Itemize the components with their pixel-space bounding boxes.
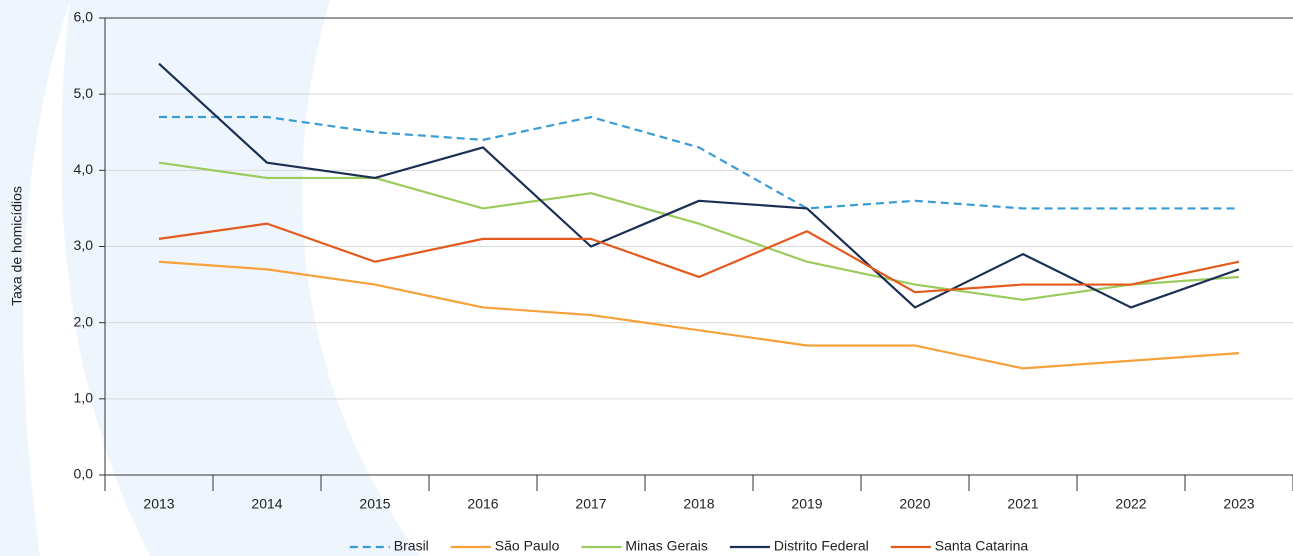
legend-label: São Paulo <box>495 538 560 554</box>
line-series <box>158 62 1240 309</box>
y-tick-label: 6,0 <box>74 9 94 25</box>
x-tick-label: 2016 <box>467 496 498 512</box>
x-tick-label: 2021 <box>1007 496 1038 512</box>
legend-label: Brasil <box>394 538 429 554</box>
x-tick-label: 2020 <box>899 496 930 512</box>
x-tick-label: 2013 <box>143 496 174 512</box>
legend-label: Minas Gerais <box>625 538 707 554</box>
x-tick-label: 2022 <box>1115 496 1146 512</box>
x-tick-label: 2018 <box>683 496 714 512</box>
y-tick-label: 1,0 <box>74 390 94 406</box>
x-tick-label: 2015 <box>359 496 390 512</box>
y-tick-label: 0,0 <box>74 466 94 482</box>
line-series <box>158 222 1240 294</box>
x-tick-label: 2014 <box>251 496 282 512</box>
legend-label: Santa Catarina <box>935 538 1029 554</box>
legend-label: Distrito Federal <box>774 538 869 554</box>
line-series <box>158 260 1240 370</box>
x-tick-label: 2017 <box>575 496 606 512</box>
y-tick-label: 4,0 <box>74 161 94 177</box>
y-tick-label: 5,0 <box>74 85 94 101</box>
line-series <box>159 115 1239 210</box>
y-axis-label: Taxa de homicídios <box>9 186 25 306</box>
x-tick-label: 2019 <box>791 496 822 512</box>
y-tick-label: 2,0 <box>74 313 94 329</box>
x-tick-label: 2023 <box>1223 496 1254 512</box>
y-tick-label: 3,0 <box>74 237 94 253</box>
line-series <box>158 161 1240 301</box>
background-shape <box>0 0 420 556</box>
